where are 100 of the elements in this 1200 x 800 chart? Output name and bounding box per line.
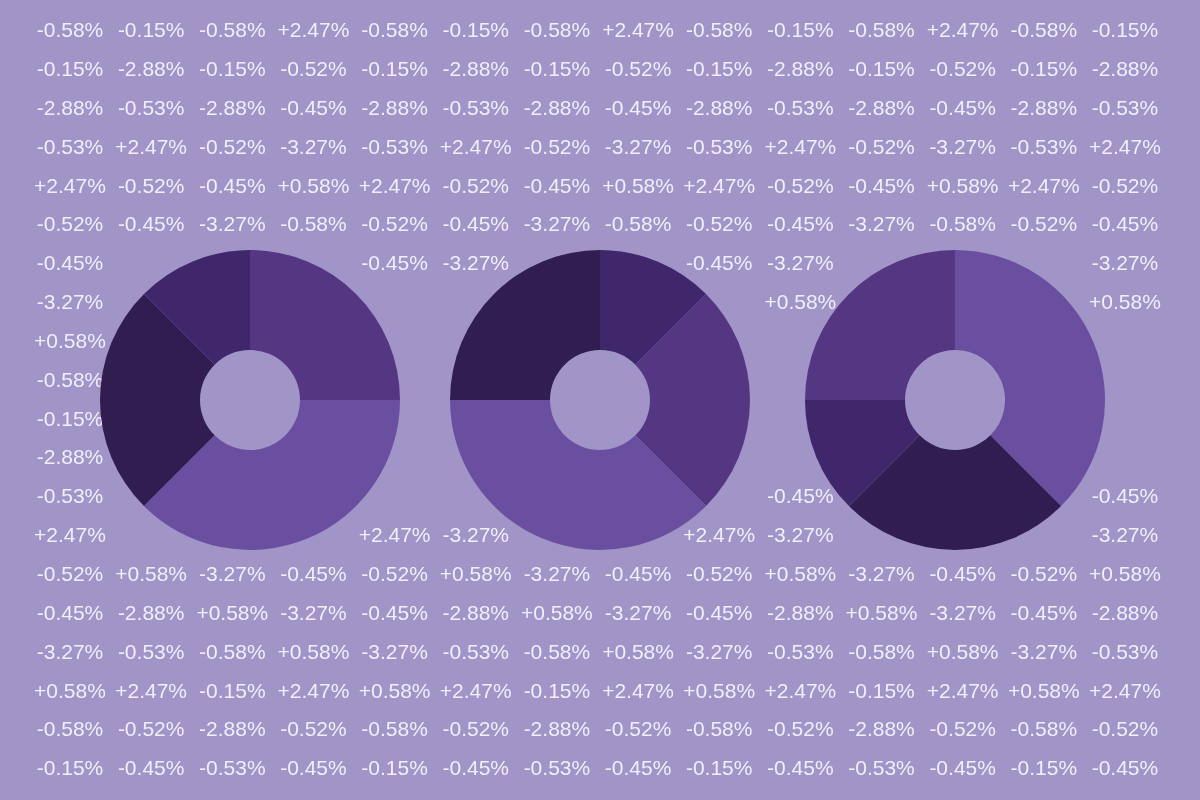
- text: -0.15%: [361, 756, 428, 780]
- text: -0.58%: [848, 639, 915, 663]
- text: -2.88%: [1091, 600, 1159, 624]
- text: -0.15%: [1010, 756, 1078, 780]
- text: +0.58%: [764, 290, 837, 314]
- text: -3.27%: [1091, 523, 1159, 547]
- text: +2.47%: [439, 134, 512, 158]
- text: +2.47%: [926, 678, 999, 702]
- text: +2.47%: [764, 678, 837, 702]
- text: -2.88%: [442, 600, 510, 624]
- text: +2.47%: [1007, 173, 1080, 197]
- text: -0.45%: [767, 484, 834, 508]
- text: -0.15%: [523, 57, 591, 81]
- text: -3.27%: [199, 562, 266, 586]
- text: -0.53%: [848, 756, 915, 780]
- text: -2.88%: [361, 95, 428, 119]
- text: -0.52%: [1010, 562, 1078, 586]
- text: -2.88%: [848, 95, 915, 119]
- text: -0.53%: [767, 639, 834, 663]
- text: +0.58%: [845, 600, 918, 624]
- text: -0.58%: [848, 18, 915, 42]
- text: -0.45%: [36, 251, 104, 275]
- text: -0.58%: [1010, 18, 1078, 42]
- text: -2.88%: [199, 717, 266, 741]
- text: +0.58%: [115, 562, 188, 586]
- text: +2.47%: [34, 173, 106, 197]
- text: -0.58%: [36, 367, 104, 391]
- text: +0.58%: [764, 562, 837, 586]
- text: -0.52%: [442, 717, 510, 741]
- text: -0.45%: [767, 212, 834, 236]
- text: -0.15%: [1010, 57, 1078, 81]
- text: -2.88%: [36, 95, 104, 119]
- text: -0.53%: [199, 756, 266, 780]
- text: -0.15%: [36, 756, 104, 780]
- text: -0.15%: [199, 678, 266, 702]
- text: -0.52%: [767, 717, 834, 741]
- text: -0.45%: [199, 173, 266, 197]
- text: -0.52%: [685, 562, 753, 586]
- text: -3.27%: [280, 600, 347, 624]
- text: -2.88%: [1091, 57, 1159, 81]
- text: -0.45%: [604, 95, 672, 119]
- text: -0.53%: [767, 95, 834, 119]
- text: -2.88%: [523, 95, 591, 119]
- text: +2.47%: [115, 134, 188, 158]
- text: -3.27%: [929, 134, 996, 158]
- text: -2.88%: [767, 57, 834, 81]
- text: -0.58%: [36, 717, 104, 741]
- text: -0.45%: [767, 756, 834, 780]
- text: -0.52%: [280, 717, 347, 741]
- text: -0.45%: [361, 600, 428, 624]
- text: -3.27%: [36, 639, 104, 663]
- text: -0.53%: [36, 484, 104, 508]
- text: -3.27%: [523, 562, 591, 586]
- text: -0.15%: [523, 678, 591, 702]
- text: +2.47%: [1089, 678, 1161, 702]
- text: -2.88%: [685, 95, 753, 119]
- text: -0.58%: [199, 639, 266, 663]
- text: -0.52%: [1091, 717, 1159, 741]
- text: -0.58%: [36, 18, 104, 42]
- donut-slice: [635, 293, 750, 507]
- text: -3.27%: [361, 639, 428, 663]
- text: -2.88%: [767, 600, 834, 624]
- text: -3.27%: [442, 523, 510, 547]
- text: -0.45%: [442, 212, 510, 236]
- text: -0.45%: [36, 600, 104, 624]
- text: -0.52%: [604, 57, 672, 81]
- text: -3.27%: [36, 290, 104, 314]
- text: -0.15%: [36, 406, 104, 430]
- text: -3.27%: [767, 523, 834, 547]
- text: -0.15%: [767, 18, 834, 42]
- text: -0.45%: [1091, 212, 1159, 236]
- text: -0.53%: [442, 95, 510, 119]
- text: -0.15%: [685, 57, 753, 81]
- text: -3.27%: [1091, 251, 1159, 275]
- text: -3.27%: [199, 212, 266, 236]
- text: +0.58%: [34, 678, 106, 702]
- text: +2.47%: [764, 134, 837, 158]
- text: -0.58%: [685, 18, 753, 42]
- text: -0.45%: [929, 756, 996, 780]
- text: -2.88%: [117, 57, 185, 81]
- text: -0.53%: [117, 639, 185, 663]
- text: +2.47%: [1089, 134, 1161, 158]
- text: -0.45%: [685, 251, 753, 275]
- text: +2.47%: [602, 678, 674, 702]
- text: -0.15%: [199, 57, 266, 81]
- text: -0.15%: [1091, 18, 1159, 42]
- text: +0.58%: [1007, 678, 1080, 702]
- text: -0.52%: [929, 717, 996, 741]
- text: +2.47%: [683, 173, 756, 197]
- text: -0.45%: [1010, 600, 1078, 624]
- text: -0.58%: [604, 212, 672, 236]
- text: -3.27%: [767, 251, 834, 275]
- text: -0.52%: [523, 134, 591, 158]
- text: -0.52%: [280, 57, 347, 81]
- text: -2.88%: [848, 717, 915, 741]
- text: -0.52%: [767, 173, 834, 197]
- text: -0.52%: [199, 134, 266, 158]
- text: -0.15%: [361, 57, 428, 81]
- text: -0.58%: [361, 717, 428, 741]
- text: -0.45%: [280, 95, 347, 119]
